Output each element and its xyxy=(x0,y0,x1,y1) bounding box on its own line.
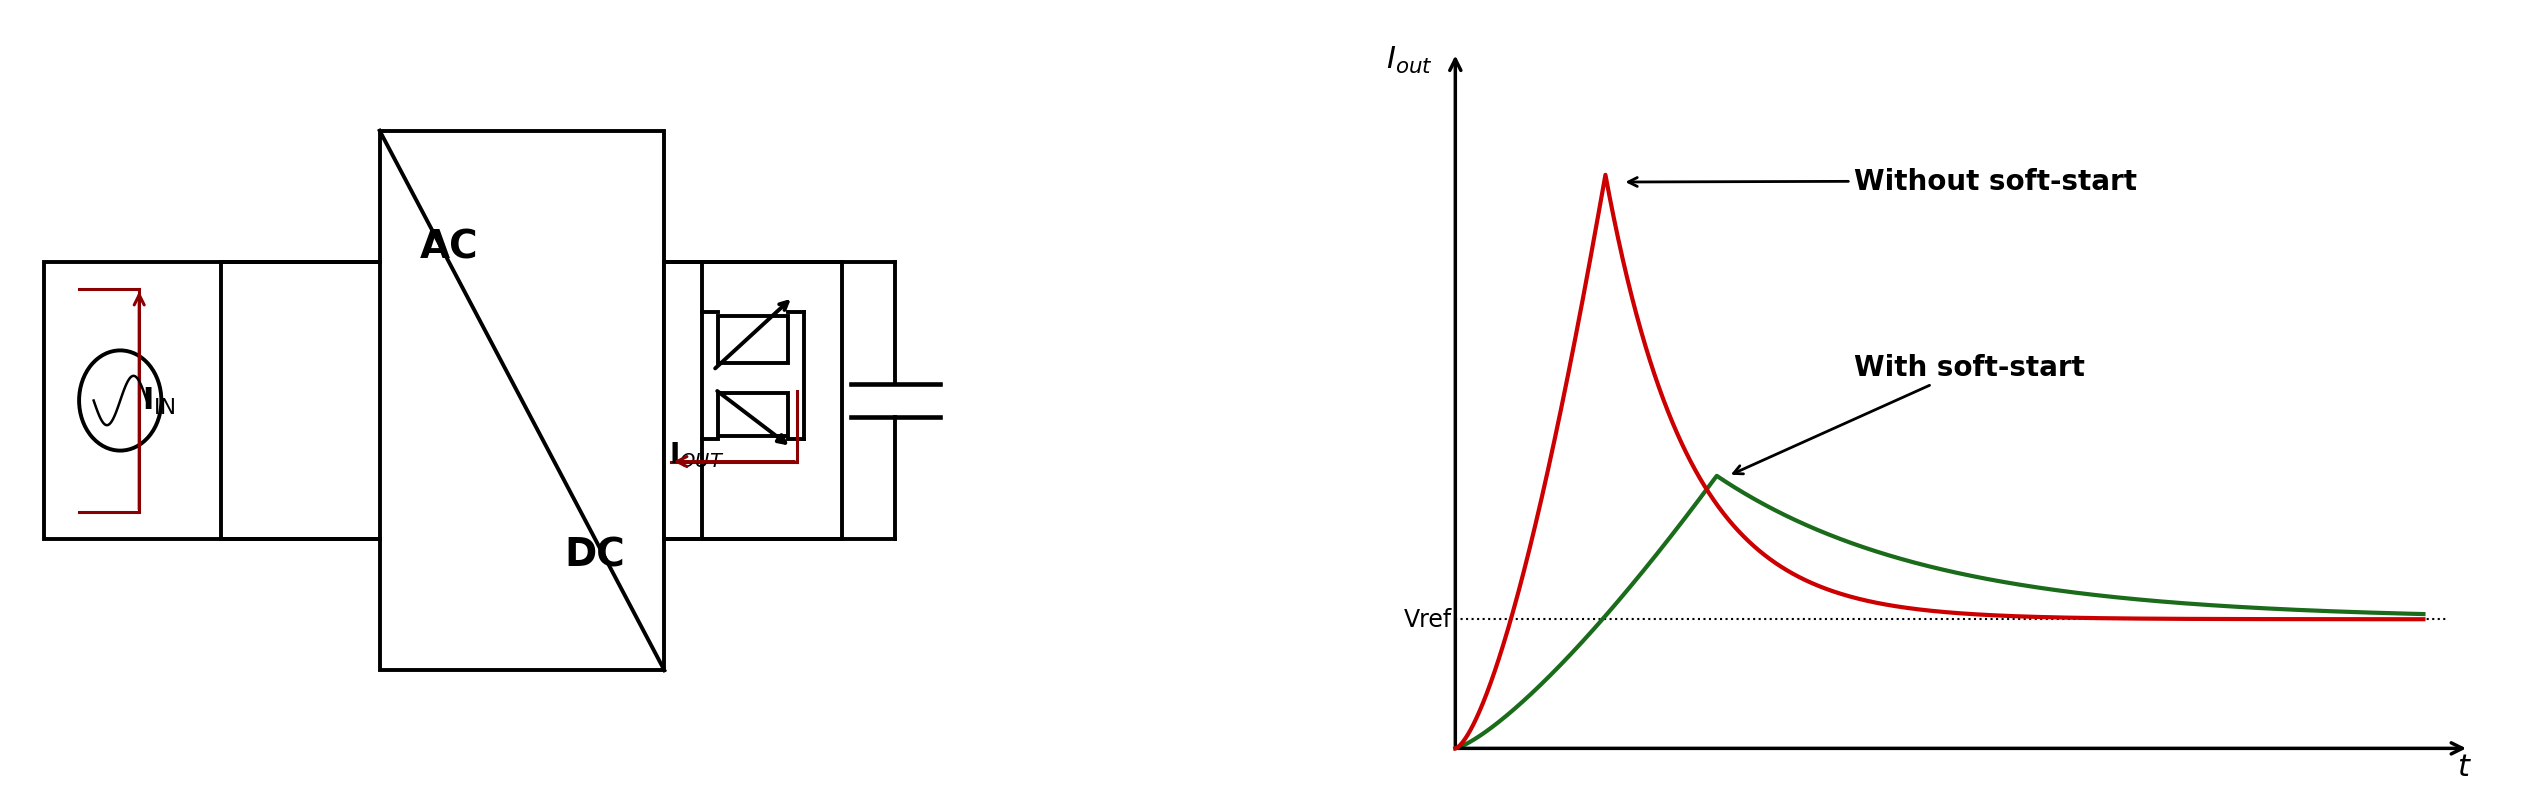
Text: I$_{\rm IN}$: I$_{\rm IN}$ xyxy=(142,386,177,416)
Bar xyxy=(719,317,787,363)
Bar xyxy=(46,262,223,540)
Text: AC: AC xyxy=(420,228,478,266)
Text: Without soft-start: Without soft-start xyxy=(1627,168,2136,196)
Bar xyxy=(719,394,787,436)
Text: I$_{out}$: I$_{out}$ xyxy=(1387,45,1433,76)
Text: t: t xyxy=(2458,751,2470,781)
Bar xyxy=(663,262,840,540)
Text: DC: DC xyxy=(564,536,625,574)
Text: With soft-start: With soft-start xyxy=(1734,354,2086,474)
Text: I$_{OUT}$: I$_{OUT}$ xyxy=(668,440,724,470)
Text: Vref: Vref xyxy=(1405,607,1453,631)
Bar xyxy=(380,132,663,670)
